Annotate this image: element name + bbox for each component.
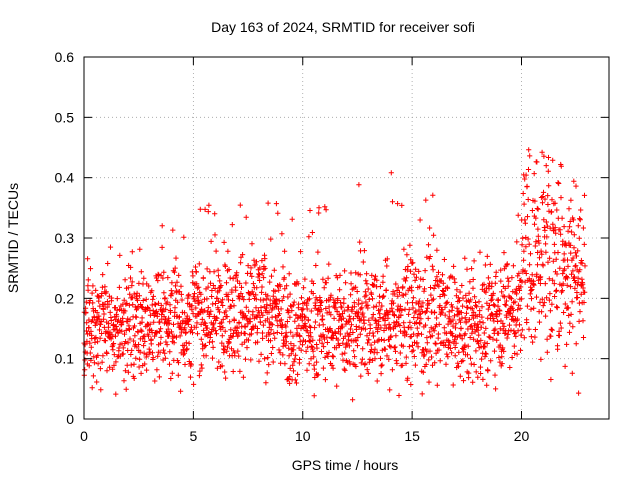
x-tick-label: 0 xyxy=(80,428,88,444)
x-tick-label: 5 xyxy=(189,428,197,444)
y-tick-label: 0.2 xyxy=(55,290,75,306)
x-tick-label: 20 xyxy=(514,428,530,444)
y-tick-label: 0.3 xyxy=(55,230,75,246)
x-tick-label: 15 xyxy=(404,428,420,444)
y-axis-label: SRMTID / TECUs xyxy=(5,183,21,293)
y-tick-label: 0.1 xyxy=(55,351,75,367)
x-axis-label: GPS time / hours xyxy=(292,457,399,473)
y-tick-label: 0.5 xyxy=(55,109,75,125)
y-tick-label: 0.6 xyxy=(55,49,75,65)
chart-title: Day 163 of 2024, SRMTID for receiver sof… xyxy=(211,19,475,35)
axis-ticks: 0 0.1 0.2 0.3 0.4 0.5 0.6 0 5 10 15 20 xyxy=(55,49,609,444)
y-tick-label: 0.4 xyxy=(55,170,75,186)
y-tick-label: 0 xyxy=(66,411,74,427)
x-tick-label: 10 xyxy=(295,428,311,444)
